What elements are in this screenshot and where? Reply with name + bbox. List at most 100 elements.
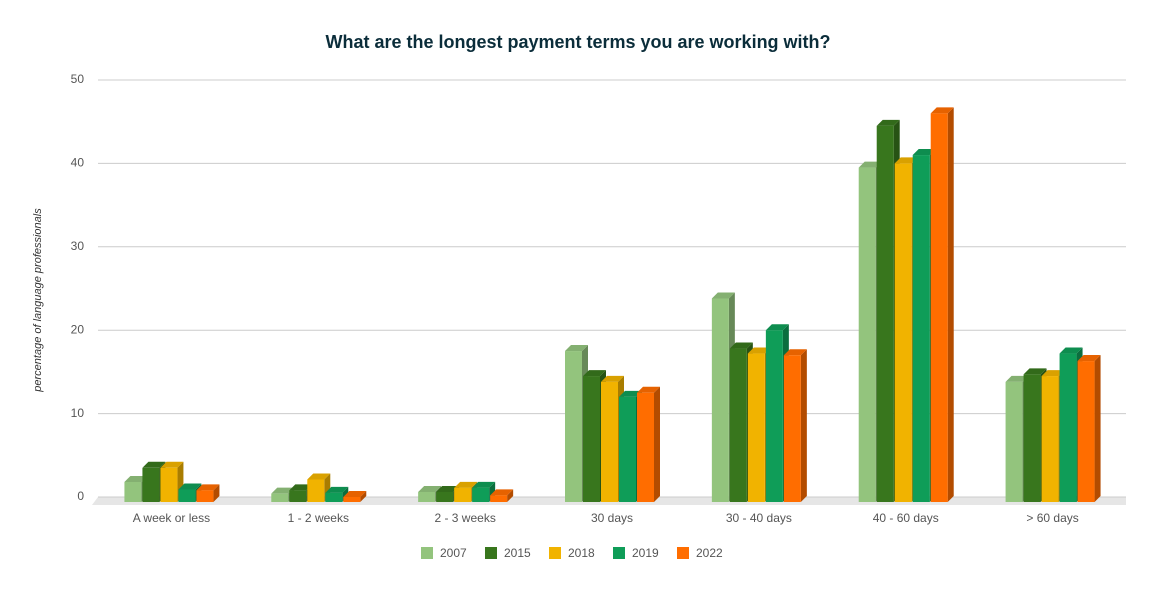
- bar: [1041, 376, 1059, 502]
- bar: [124, 481, 142, 502]
- legend-swatch: [485, 547, 497, 559]
- bar-top: [711, 292, 735, 299]
- legend-label: 2015: [504, 546, 531, 560]
- bar: [436, 491, 454, 502]
- bar: [912, 155, 930, 502]
- x-tick-label: > 60 days: [1026, 511, 1078, 525]
- chart-title: What are the longest payment terms you a…: [325, 32, 830, 52]
- bar: [418, 491, 436, 502]
- bar: [601, 381, 618, 502]
- y-tick-label: 0: [77, 489, 84, 503]
- bar-top: [142, 461, 166, 468]
- bar-top: [765, 324, 789, 331]
- bar-top: [124, 475, 148, 482]
- bar-side: [947, 107, 954, 503]
- bar: [619, 396, 636, 502]
- bar-top: [601, 375, 624, 382]
- bar: [343, 497, 361, 502]
- x-tick-label: A week or less: [133, 511, 210, 525]
- bar-top: [490, 489, 514, 496]
- bar-side: [507, 489, 514, 502]
- legend-label: 2007: [440, 546, 467, 560]
- bar-top: [876, 119, 900, 126]
- bar: [783, 355, 801, 502]
- bar-side: [213, 484, 220, 502]
- bar-top: [637, 386, 660, 393]
- bar: [894, 163, 912, 502]
- bar: [729, 348, 747, 502]
- bar-side: [654, 386, 660, 502]
- bar: [472, 487, 490, 502]
- bar: [1023, 374, 1041, 502]
- bar-top: [858, 161, 882, 168]
- bar: [1077, 361, 1095, 502]
- bar-top: [196, 484, 220, 491]
- x-tick-label: 1 - 2 weeks: [288, 511, 349, 525]
- legend-swatch: [549, 547, 561, 559]
- legend-swatch: [613, 547, 625, 559]
- y-tick-label: 40: [71, 156, 85, 170]
- bar: [583, 376, 600, 502]
- bar-top: [783, 349, 807, 356]
- bar-top: [325, 486, 349, 493]
- bar-top: [565, 345, 588, 352]
- bar: [858, 167, 876, 502]
- bar-top: [472, 481, 496, 488]
- bar-side: [800, 349, 807, 502]
- legend-label: 2022: [696, 546, 723, 560]
- bar-top: [729, 342, 753, 349]
- bar-top: [454, 481, 478, 488]
- bar-top: [436, 485, 460, 492]
- legend-label: 2018: [568, 546, 595, 560]
- bar-top: [583, 370, 606, 377]
- bar: [490, 495, 508, 502]
- bar-top: [160, 461, 184, 468]
- bar-top: [289, 484, 313, 491]
- bar-top: [894, 157, 918, 164]
- legend-label: 2019: [632, 546, 659, 560]
- bar-top: [619, 390, 642, 397]
- y-tick-label: 30: [71, 239, 85, 253]
- bar-side: [1094, 355, 1101, 502]
- bar: [565, 351, 582, 502]
- x-tick-label: 2 - 3 weeks: [434, 511, 495, 525]
- bar: [876, 125, 894, 503]
- bar: [930, 113, 948, 503]
- bar: [637, 392, 654, 502]
- bar: [142, 467, 160, 502]
- bar: [325, 492, 343, 502]
- bar-top: [912, 149, 936, 156]
- bar-top: [747, 347, 771, 354]
- bar: [711, 298, 729, 502]
- x-tick-label: 30 - 40 days: [726, 511, 792, 525]
- bar-top: [1023, 368, 1047, 375]
- bar-top: [1005, 375, 1029, 382]
- bar: [1005, 381, 1023, 502]
- y-tick-label: 10: [71, 406, 85, 420]
- bar-top: [930, 107, 954, 114]
- bar-top: [1059, 347, 1083, 354]
- y-tick-label: 50: [71, 72, 85, 86]
- bar-top: [1077, 355, 1101, 362]
- y-tick-label: 20: [71, 322, 85, 336]
- bar: [747, 353, 765, 502]
- bar: [160, 467, 178, 502]
- bar-top: [1041, 370, 1065, 377]
- y-axis-label: percentage of language professionals: [32, 208, 44, 393]
- legend-swatch: [421, 547, 433, 559]
- bar: [454, 487, 472, 502]
- bar: [196, 490, 214, 502]
- bar: [271, 493, 289, 502]
- bar: [1059, 353, 1077, 502]
- bar-top: [178, 483, 202, 490]
- x-tick-label: 30 days: [591, 511, 633, 525]
- bar-top: [418, 485, 442, 492]
- bar-top: [271, 487, 295, 494]
- bar-top: [307, 473, 331, 480]
- bar: [178, 489, 196, 502]
- legend-swatch: [677, 547, 689, 559]
- bar: [307, 479, 325, 502]
- bar: [765, 330, 783, 502]
- bar-side: [360, 491, 367, 502]
